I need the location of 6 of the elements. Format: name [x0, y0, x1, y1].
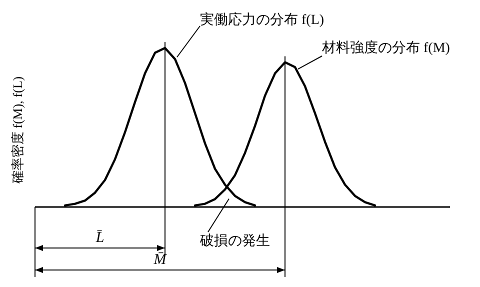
y-axis-title: 確率密度 f(M), f(L) — [10, 76, 25, 185]
text: L̄ — [94, 230, 104, 246]
text: 破損の発生 — [199, 233, 270, 249]
text: 実働応力の分布 f(L) — [200, 12, 324, 28]
text: M̄ — [152, 252, 168, 268]
annotation: 材料強度の分布 f(M) — [321, 40, 450, 56]
